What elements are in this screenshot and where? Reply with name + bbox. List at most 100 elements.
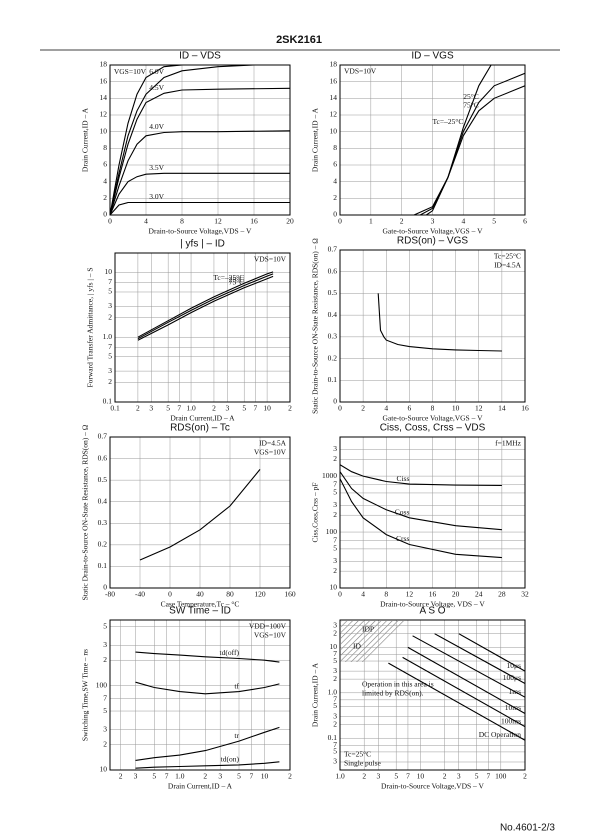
y-tick-label: 8 xyxy=(333,143,337,152)
y-tick-label: 2 xyxy=(333,719,337,728)
x-tick-label: 4 xyxy=(144,217,148,226)
x-tick-label: 5 xyxy=(394,772,398,781)
curve xyxy=(412,635,525,698)
annotation: VDD=100V xyxy=(249,622,287,631)
y-tick-label: 6 xyxy=(103,160,107,169)
x-tick-label: 5 xyxy=(237,772,241,781)
series-label: td(off) xyxy=(220,648,240,657)
y-tick-label: 5 xyxy=(103,621,107,630)
y-tick-label: 0.7 xyxy=(328,245,338,254)
x-tick-label: 5 xyxy=(166,404,170,413)
x-tick-label: 1.0 xyxy=(335,772,345,781)
curve xyxy=(135,761,280,769)
curve xyxy=(425,65,492,215)
x-tick-label: 0 xyxy=(338,590,342,599)
y-tick-label: 10 xyxy=(330,126,338,135)
y-tick-label: 2 xyxy=(333,454,337,463)
x-tick-label: 3 xyxy=(218,772,222,781)
y-tick-label: 10 xyxy=(100,126,108,135)
y-tick-label: 2 xyxy=(333,510,337,519)
y-tick-label: 2 xyxy=(333,628,337,637)
series-label: 100ms xyxy=(501,716,521,725)
curve xyxy=(110,130,290,215)
x-tick-label: 3 xyxy=(431,217,435,226)
x-tick-label: 0 xyxy=(338,404,342,413)
x-tick-label: 14 xyxy=(498,404,506,413)
region-label: Operation in this area is xyxy=(362,680,434,689)
x-axis-label: Drain Current,ID – A xyxy=(170,414,235,423)
y-tick-label: 0.3 xyxy=(98,518,108,527)
curve xyxy=(434,633,525,684)
y-axis-label: Drain Current,ID – A xyxy=(311,107,320,172)
x-tick-label: 10 xyxy=(417,772,425,781)
y-axis-label: Ciss,Coss,Crss – pF xyxy=(311,482,320,542)
y-tick-label: 7 xyxy=(333,479,337,488)
x-tick-label: 0 xyxy=(338,217,342,226)
y-tick-label: 1000 xyxy=(322,471,337,480)
y-tick-label: 18 xyxy=(100,60,108,69)
y-tick-label: 3 xyxy=(333,757,337,766)
y-tick-label: 2 xyxy=(108,377,112,386)
y-tick-label: 12 xyxy=(330,110,338,119)
y-axis-label: Switching Time,SW Time – ns xyxy=(81,649,90,741)
x-tick-label: 7 xyxy=(406,772,410,781)
annotation: ID=4.5A xyxy=(259,439,287,448)
series-label: Coss xyxy=(395,507,410,516)
y-axis-label: Static Drain-to-Source ON-State Resistan… xyxy=(311,238,320,414)
y-tick-label: 2 xyxy=(333,193,337,202)
y-tick-label: 3 xyxy=(333,500,337,509)
y-tick-label: 7 xyxy=(333,649,337,658)
x-tick-label: 7 xyxy=(253,404,257,413)
series-label: VGS=10V xyxy=(114,67,147,76)
y-tick-label: 6 xyxy=(333,160,337,169)
curve xyxy=(137,273,274,340)
x-tick-label: 28 xyxy=(498,590,506,599)
y-tick-label: 0.3 xyxy=(328,332,338,341)
y-tick-label: 3 xyxy=(333,620,337,629)
y-tick-label: 0.5 xyxy=(98,475,108,484)
plot-frame xyxy=(109,436,291,589)
y-tick-label: 0.2 xyxy=(328,353,338,362)
curve xyxy=(135,681,280,695)
x-tick-label: -40 xyxy=(135,590,145,599)
x-tick-label: 0.1 xyxy=(110,404,120,413)
y-tick-label: 0.4 xyxy=(328,310,338,319)
annotation: VDS=10V xyxy=(254,255,287,264)
x-tick-label: 8 xyxy=(384,590,388,599)
y-tick-label: 0 xyxy=(103,583,107,592)
annotation: Tc=25°C xyxy=(344,750,371,759)
y-tick-label: 14 xyxy=(100,93,108,102)
y-tick-label: 0.1 xyxy=(328,375,338,384)
x-tick-label: 7 xyxy=(486,772,490,781)
x-tick-label: 1.0 xyxy=(186,404,196,413)
chart: A S O1.0 2 3 5 7 10 2 3 5 7 100 23570.123571.023571… xyxy=(311,606,527,791)
annotation: Single pulse xyxy=(344,759,382,768)
y-tick-label: 7 xyxy=(333,695,337,704)
y-tick-label: 10 xyxy=(330,583,338,592)
x-tick-label: 10 xyxy=(452,404,460,413)
x-tick-label: -80 xyxy=(105,590,115,599)
y-tick-label: 2 xyxy=(108,312,112,321)
chart-title: ID – VDS xyxy=(179,51,221,62)
x-tick-label: 4 xyxy=(361,590,365,599)
series-label: DC Operation xyxy=(479,730,522,739)
y-tick-label: 16 xyxy=(330,76,338,85)
region-label: limited by RDS(on). xyxy=(362,689,424,698)
x-tick-label: 3 xyxy=(457,772,461,781)
y-tick-label: 0.2 xyxy=(98,540,108,549)
y-tick-label: 10 xyxy=(330,642,338,651)
series-label: Crss xyxy=(396,534,409,543)
y-tick-label: 3 xyxy=(333,711,337,720)
x-tick-label: 12 xyxy=(475,404,483,413)
x-tick-label: 10 xyxy=(263,404,271,413)
y-tick-label: 4 xyxy=(103,176,107,185)
chart-title: | yfs | – ID xyxy=(180,239,225,250)
curve xyxy=(402,656,525,728)
x-tick-label: 0 xyxy=(108,217,112,226)
series-label: 75°C xyxy=(229,278,245,287)
chart: RDS(on) – VGS 0 2 4 6 8 10 12 14 16 0 0.1 0.2 0.3 0.4 0… xyxy=(311,236,529,423)
x-tick-label: 2 xyxy=(523,772,527,781)
x-tick-label: 2 xyxy=(362,772,366,781)
x-axis-label: Drain-to-Source Voltage,VDS – V xyxy=(381,782,484,791)
